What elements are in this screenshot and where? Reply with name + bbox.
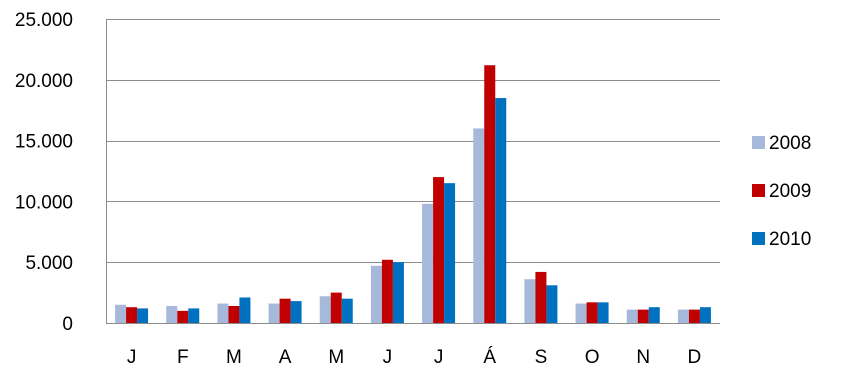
x-tick-label: N — [636, 347, 650, 368]
x-tick-label: A — [279, 347, 292, 368]
gridlines — [106, 19, 720, 263]
y-tick-label: 15.000 — [15, 132, 73, 153]
x-tick-label: J — [434, 347, 444, 368]
bar-2009-10 — [637, 309, 649, 323]
bar-2010-3 — [290, 301, 302, 323]
legend-swatch-2010 — [752, 232, 765, 245]
bars — [115, 65, 711, 324]
x-tick-label: M — [328, 347, 344, 368]
y-tick-labels: 0 5.000 10.000 15.000 20.000 25.000 — [15, 10, 73, 335]
bar-2009-3 — [279, 298, 291, 323]
bar-2008-5 — [370, 265, 382, 323]
bar-2010-8 — [546, 285, 558, 323]
x-tick-label: O — [585, 347, 600, 368]
x-tick-label: S — [535, 347, 548, 368]
bar-2009-6 — [433, 177, 445, 323]
bar-2010-7 — [495, 98, 507, 323]
bar-2010-6 — [444, 183, 456, 323]
legend-swatch-2008 — [752, 136, 765, 149]
bar-2008-0 — [115, 304, 127, 323]
x-tick-label: D — [688, 347, 702, 368]
bar-2008-1 — [166, 305, 178, 323]
bar-2010-9 — [597, 302, 609, 323]
legend-label-2009: 2009 — [769, 181, 811, 202]
legend-label-2008: 2008 — [769, 133, 811, 154]
bar-2008-2 — [217, 303, 229, 323]
x-tick-label: J — [383, 347, 393, 368]
bar-2009-8 — [535, 271, 547, 323]
bar-2010-11 — [699, 307, 711, 323]
bar-2008-8 — [524, 279, 536, 323]
bar-2008-11 — [677, 309, 689, 323]
bar-2010-2 — [239, 297, 251, 323]
bar-2008-4 — [319, 296, 331, 323]
bar-2008-6 — [422, 203, 434, 323]
x-tick-label: Á — [483, 347, 496, 368]
legend-swatch-2009 — [752, 184, 765, 197]
bar-2009-1 — [177, 310, 189, 323]
bar-2010-4 — [341, 298, 353, 323]
y-tick-label: 20.000 — [15, 71, 73, 92]
legend: 2008 2009 2010 — [752, 133, 811, 250]
bar-2008-3 — [268, 303, 280, 323]
y-tick-label: 25.000 — [15, 10, 73, 31]
bar-2009-0 — [126, 307, 138, 323]
bar-2009-2 — [228, 305, 240, 323]
bar-2009-7 — [484, 65, 496, 324]
bar-2009-11 — [688, 309, 700, 323]
x-tick-label: M — [226, 347, 242, 368]
bar-2008-10 — [626, 309, 638, 323]
x-tick-label: F — [177, 347, 189, 368]
y-tick-label: 10.000 — [15, 192, 73, 213]
bar-2010-10 — [648, 307, 660, 323]
axes — [106, 19, 720, 324]
x-tick-label: J — [127, 347, 137, 368]
bar-2010-1 — [188, 308, 200, 323]
bar-2009-5 — [381, 259, 393, 323]
bar-2009-9 — [586, 302, 598, 323]
bar-2008-9 — [575, 303, 587, 323]
bar-2009-4 — [330, 292, 342, 323]
bar-2008-7 — [473, 128, 485, 323]
y-tick-label: 0 — [62, 314, 73, 335]
bar-2010-5 — [392, 262, 404, 323]
bar-2010-0 — [137, 308, 149, 323]
y-tick-label: 5.000 — [25, 253, 73, 274]
legend-label-2010: 2010 — [769, 229, 811, 250]
